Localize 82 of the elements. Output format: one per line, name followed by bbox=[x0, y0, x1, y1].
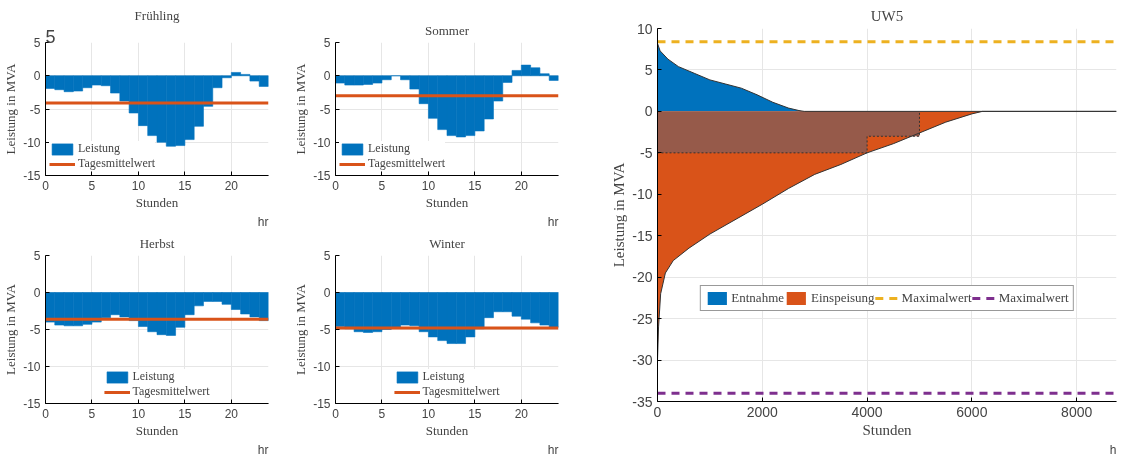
y-axis-title: Leistung in MVA bbox=[3, 63, 19, 155]
y-tick-label: -10 bbox=[23, 135, 41, 150]
y-tick-label: -10 bbox=[313, 360, 331, 374]
legend-label: Leistung bbox=[132, 369, 175, 384]
chart-title: Sommer bbox=[424, 22, 470, 38]
x-tick-label: 5 bbox=[88, 406, 96, 421]
chart-title: Frühling bbox=[134, 7, 180, 23]
y-tick-label: -10 bbox=[632, 186, 653, 203]
legend-label: Einspeisung bbox=[811, 290, 875, 306]
x-tick-label: 15 bbox=[468, 406, 482, 421]
y-tick-label: -10 bbox=[23, 360, 41, 374]
text: hr bbox=[257, 442, 269, 457]
y-tick-label: 5 bbox=[33, 249, 41, 263]
text: hr bbox=[547, 214, 559, 229]
y-tick-label: -15 bbox=[632, 227, 653, 244]
x-tick-label: 5 bbox=[378, 178, 386, 193]
x-tick-label: 20 bbox=[514, 178, 529, 193]
y-tick-label: 0 bbox=[644, 103, 653, 120]
y-tick-label: 5 bbox=[323, 249, 331, 263]
x-axis-title: Stunden bbox=[425, 422, 469, 438]
legend-label: Entnahme bbox=[731, 290, 785, 306]
text: h bbox=[1109, 442, 1117, 457]
y-tick-label: -15 bbox=[313, 397, 331, 411]
y-tick-label: -15 bbox=[23, 169, 41, 183]
y-tick-label: -5 bbox=[29, 102, 41, 117]
y-tick-label: -30 bbox=[632, 352, 653, 369]
y-tick-label: -35 bbox=[632, 393, 653, 410]
x-tick-label: 15 bbox=[178, 406, 192, 421]
legend-label: Leistung bbox=[422, 369, 465, 384]
y-tick-label: -5 bbox=[319, 102, 331, 117]
legend-label: Tagesmittelwert bbox=[78, 156, 156, 171]
y-tick-label: -5 bbox=[640, 144, 653, 161]
x-tick-label: 20 bbox=[224, 406, 239, 421]
y-tick-label: 10 bbox=[636, 20, 653, 37]
y-axis-title: Leistung in MVA bbox=[293, 283, 309, 375]
x-tick-label: 10 bbox=[131, 178, 146, 193]
x-tick-label: 8000 bbox=[1061, 403, 1093, 420]
y-tick-label: 5 bbox=[33, 36, 41, 50]
y-tick-label: 5 bbox=[323, 36, 331, 50]
x-tick-label: 10 bbox=[421, 178, 436, 193]
x-tick-label: 10 bbox=[421, 406, 436, 421]
chart-title: Winter bbox=[429, 235, 466, 251]
x-tick-label: 10 bbox=[131, 406, 146, 421]
x-tick-label: 15 bbox=[178, 178, 192, 193]
y-tick-label: 0 bbox=[33, 69, 41, 84]
x-tick-label: 2000 bbox=[746, 403, 779, 420]
y-tick-label: -25 bbox=[632, 310, 653, 327]
y-tick-label: 5 bbox=[644, 61, 653, 78]
text: hr bbox=[547, 442, 559, 457]
x-tick-label: 20 bbox=[224, 178, 239, 193]
y-tick-label: 0 bbox=[323, 286, 331, 300]
y-tick-label: -5 bbox=[319, 323, 331, 337]
legend-label: Tagesmittelwert bbox=[368, 156, 446, 171]
legend-label: Leistung bbox=[78, 141, 120, 156]
x-axis-title: Stunden bbox=[862, 421, 913, 438]
y-tick-label: -5 bbox=[29, 323, 41, 337]
x-tick-label: 15 bbox=[468, 178, 482, 193]
y-tick-label: -20 bbox=[632, 269, 653, 286]
x-tick-label: 20 bbox=[514, 406, 529, 421]
x-axis-title: Stunden bbox=[135, 422, 179, 438]
legend-label: Tagesmittelwert bbox=[132, 384, 210, 399]
y-tick-label: -15 bbox=[23, 397, 41, 411]
text: hr bbox=[257, 214, 269, 229]
y-axis-title: Leistung in MVA bbox=[293, 63, 309, 155]
y-axis-title: Leistung in MVA bbox=[3, 283, 19, 375]
y-axis-title: Leistung in MVA bbox=[611, 162, 628, 268]
y-tick-label: 0 bbox=[323, 69, 331, 84]
legend-label: Tagesmittelwert bbox=[422, 384, 500, 399]
y-tick-label: -15 bbox=[313, 169, 331, 183]
x-axis-title: Stunden bbox=[135, 194, 179, 210]
x-tick-label: 6000 bbox=[956, 403, 988, 420]
y-tick-label: -10 bbox=[313, 135, 331, 150]
chart-title: Herbst bbox=[139, 235, 175, 251]
legend-label: Maximalwert bbox=[998, 290, 1069, 306]
chart-title: UW5 bbox=[870, 7, 904, 24]
legend-label: Maximalwert bbox=[901, 290, 972, 306]
x-tick-label: 5 bbox=[88, 178, 96, 193]
y-tick-label: 0 bbox=[33, 286, 41, 300]
x-tick-label: 4000 bbox=[851, 403, 883, 420]
legend-label: Leistung bbox=[368, 141, 410, 156]
x-tick-label: 5 bbox=[378, 406, 386, 421]
x-axis-title: Stunden bbox=[425, 194, 469, 210]
